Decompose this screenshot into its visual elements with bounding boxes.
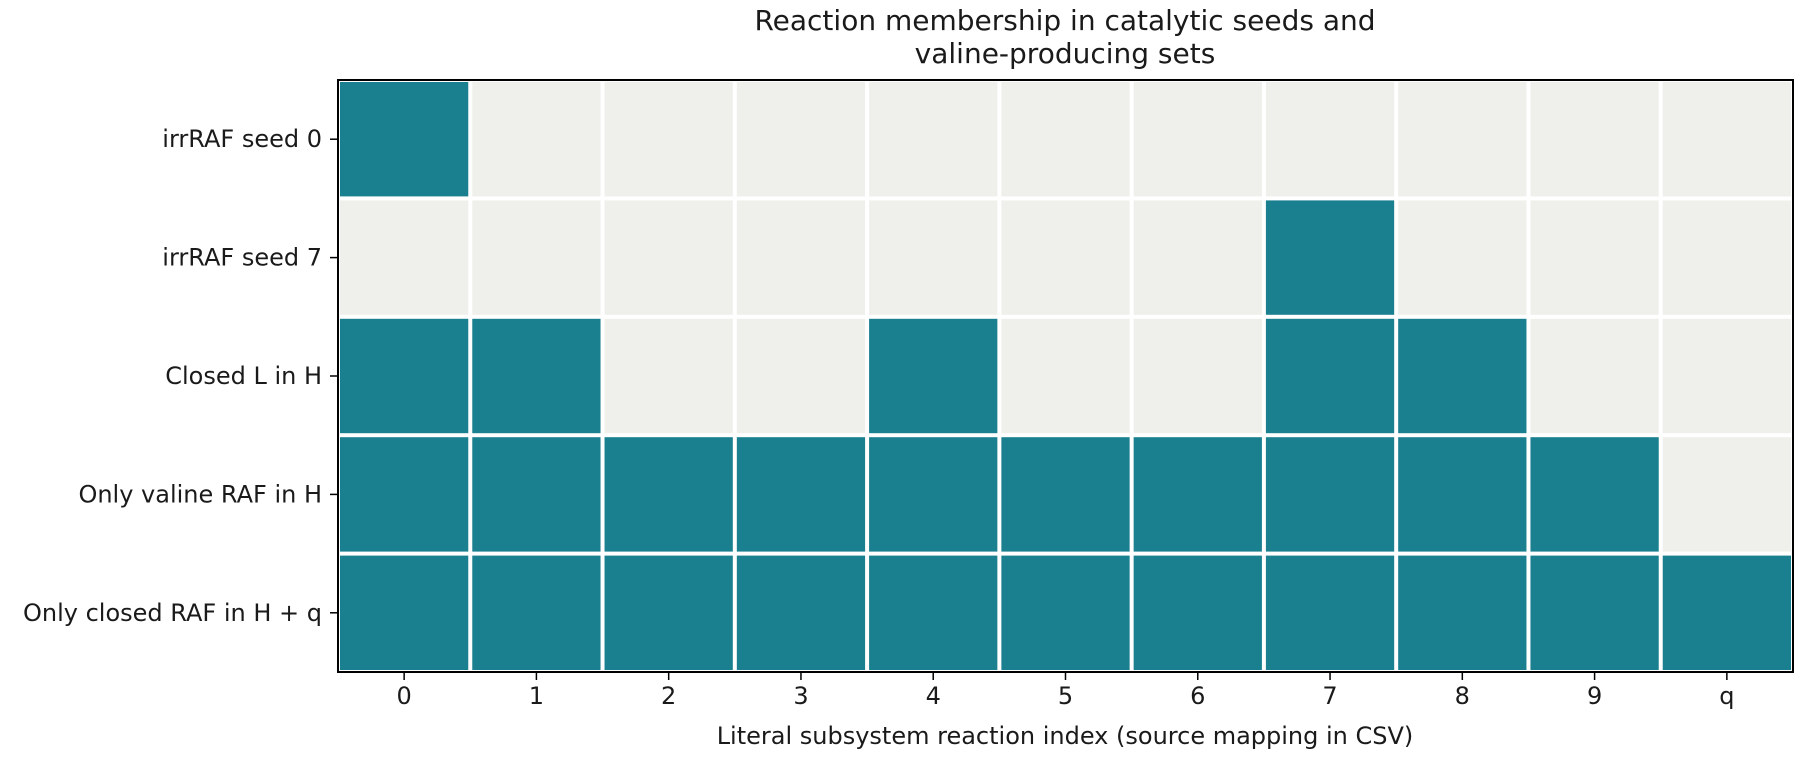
heatmap-cell-r3-c7 <box>1265 437 1395 552</box>
heatmap-cell-r0-c1 <box>472 82 601 197</box>
heatmap-cell-r3-cq <box>1662 437 1791 552</box>
heatmap-cell-r0-c2 <box>604 82 733 197</box>
chart-title-line-1: Reaction membership in catalytic seeds a… <box>754 4 1375 37</box>
heatmap-cell-r1-c2 <box>604 200 733 315</box>
heatmap-cell-r1-c4 <box>869 200 998 315</box>
heatmap-cell-r2-c3 <box>736 318 866 434</box>
heatmap-cell-r1-c7 <box>1265 200 1395 315</box>
x-axis: 0 1 2 3 4 5 6 7 8 9 q <box>396 672 1734 710</box>
x-tick-label: 0 <box>396 682 411 710</box>
y-axis: irrRAF seed 0 irrRAF seed 7 Closed L in H O… <box>23 125 338 627</box>
heatmap-cell-r0-c8 <box>1398 82 1527 197</box>
x-tick-label: 5 <box>1058 682 1073 710</box>
y-tick-label: Only valine RAF in H <box>78 480 322 508</box>
heatmap-cell-r3-c1 <box>472 437 601 552</box>
heatmap-cell-r1-c3 <box>736 200 866 315</box>
x-tick-label: 4 <box>926 682 941 710</box>
chart-title: Reaction membership in catalytic seeds a… <box>754 4 1375 70</box>
heatmap-cell-r4-cq <box>1662 555 1791 670</box>
heatmap-cell-r2-c7 <box>1265 318 1395 434</box>
x-tick-label: 2 <box>661 682 676 710</box>
heatmap-cell-r2-cq <box>1662 318 1791 434</box>
heatmap-cell-r1-c5 <box>1001 200 1130 315</box>
heatmap-cell-r3-c0 <box>340 437 469 552</box>
heatmap-cell-r1-c9 <box>1530 200 1659 315</box>
y-tick-label: Only closed RAF in H + q <box>23 599 322 627</box>
x-tick-label: 3 <box>793 682 808 710</box>
heatmap-cell-r4-c7 <box>1265 555 1395 670</box>
y-tick-label: Closed L in H <box>165 362 322 390</box>
x-tick-label: 6 <box>1190 682 1205 710</box>
heatmap-cell-r3-c6 <box>1133 437 1262 552</box>
heatmap-cell-r3-c9 <box>1530 437 1659 552</box>
x-tick-label: 8 <box>1455 682 1470 710</box>
heatmap-cell-r0-c5 <box>1001 82 1130 197</box>
heatmap-cell-r1-c6 <box>1133 200 1262 315</box>
heatmap-cell-r1-c0 <box>340 200 469 315</box>
heatmap-cell-r3-c2 <box>604 437 733 552</box>
heatmap-cell-r3-c5 <box>1001 437 1130 552</box>
heatmap-cell-r3-c3 <box>736 437 866 552</box>
heatmap-cell-r2-c6 <box>1133 318 1262 434</box>
heatmap-cell-r0-c4 <box>869 82 998 197</box>
heatmap-cell-r2-c9 <box>1530 318 1659 434</box>
heatmap-cell-r1-c1 <box>472 200 601 315</box>
heatmap-cell-r3-c4 <box>869 437 998 552</box>
heatmap-cell-r4-c4 <box>869 555 998 670</box>
heatmap-cell-r0-cq <box>1662 82 1791 197</box>
heatmap-cell-r4-c1 <box>472 555 601 670</box>
heatmap-cell-r0-c7 <box>1265 82 1395 197</box>
chart-title-line-2: valine-producing sets <box>915 37 1216 70</box>
x-tick-label: q <box>1719 682 1734 710</box>
heatmap-cell-r0-c3 <box>736 82 866 197</box>
heatmap-cell-r0-c0 <box>340 82 469 197</box>
heatmap-cell-r4-c6 <box>1133 555 1262 670</box>
heatmap-cell-r2-c5 <box>1001 318 1130 434</box>
x-axis-label: Literal subsystem reaction index (source… <box>717 722 1414 750</box>
heatmap-cell-r4-c5 <box>1001 555 1130 670</box>
x-tick-label: 9 <box>1587 682 1602 710</box>
y-tick-label: irrRAF seed 0 <box>162 125 322 153</box>
heatmap-cell-r4-c2 <box>604 555 733 670</box>
heatmap-cell-r4-c0 <box>340 555 469 670</box>
heatmap-cell-r1-c8 <box>1398 200 1527 315</box>
heatmap-cell-r1-cq <box>1662 200 1791 315</box>
heatmap-cell-r0-c9 <box>1530 82 1659 197</box>
heatmap-cell-r4-c9 <box>1530 555 1659 670</box>
heatmap-cell-r0-c6 <box>1133 82 1262 197</box>
y-tick-label: irrRAF seed 7 <box>162 244 322 272</box>
heatmap-cell-r2-c4 <box>869 318 998 434</box>
heatmap-cell-r4-c8 <box>1398 555 1527 670</box>
x-tick-label: 7 <box>1322 682 1337 710</box>
heatmap-cells <box>340 82 1791 670</box>
heatmap-cell-r2-c1 <box>472 318 601 434</box>
heatmap-cell-r2-c8 <box>1398 318 1527 434</box>
heatmap-cell-r4-c3 <box>736 555 866 670</box>
heatmap-cell-r2-c2 <box>604 318 733 434</box>
x-tick-label: 1 <box>529 682 544 710</box>
heatmap-cell-r3-c8 <box>1398 437 1527 552</box>
heatmap-cell-r2-c0 <box>340 318 469 434</box>
